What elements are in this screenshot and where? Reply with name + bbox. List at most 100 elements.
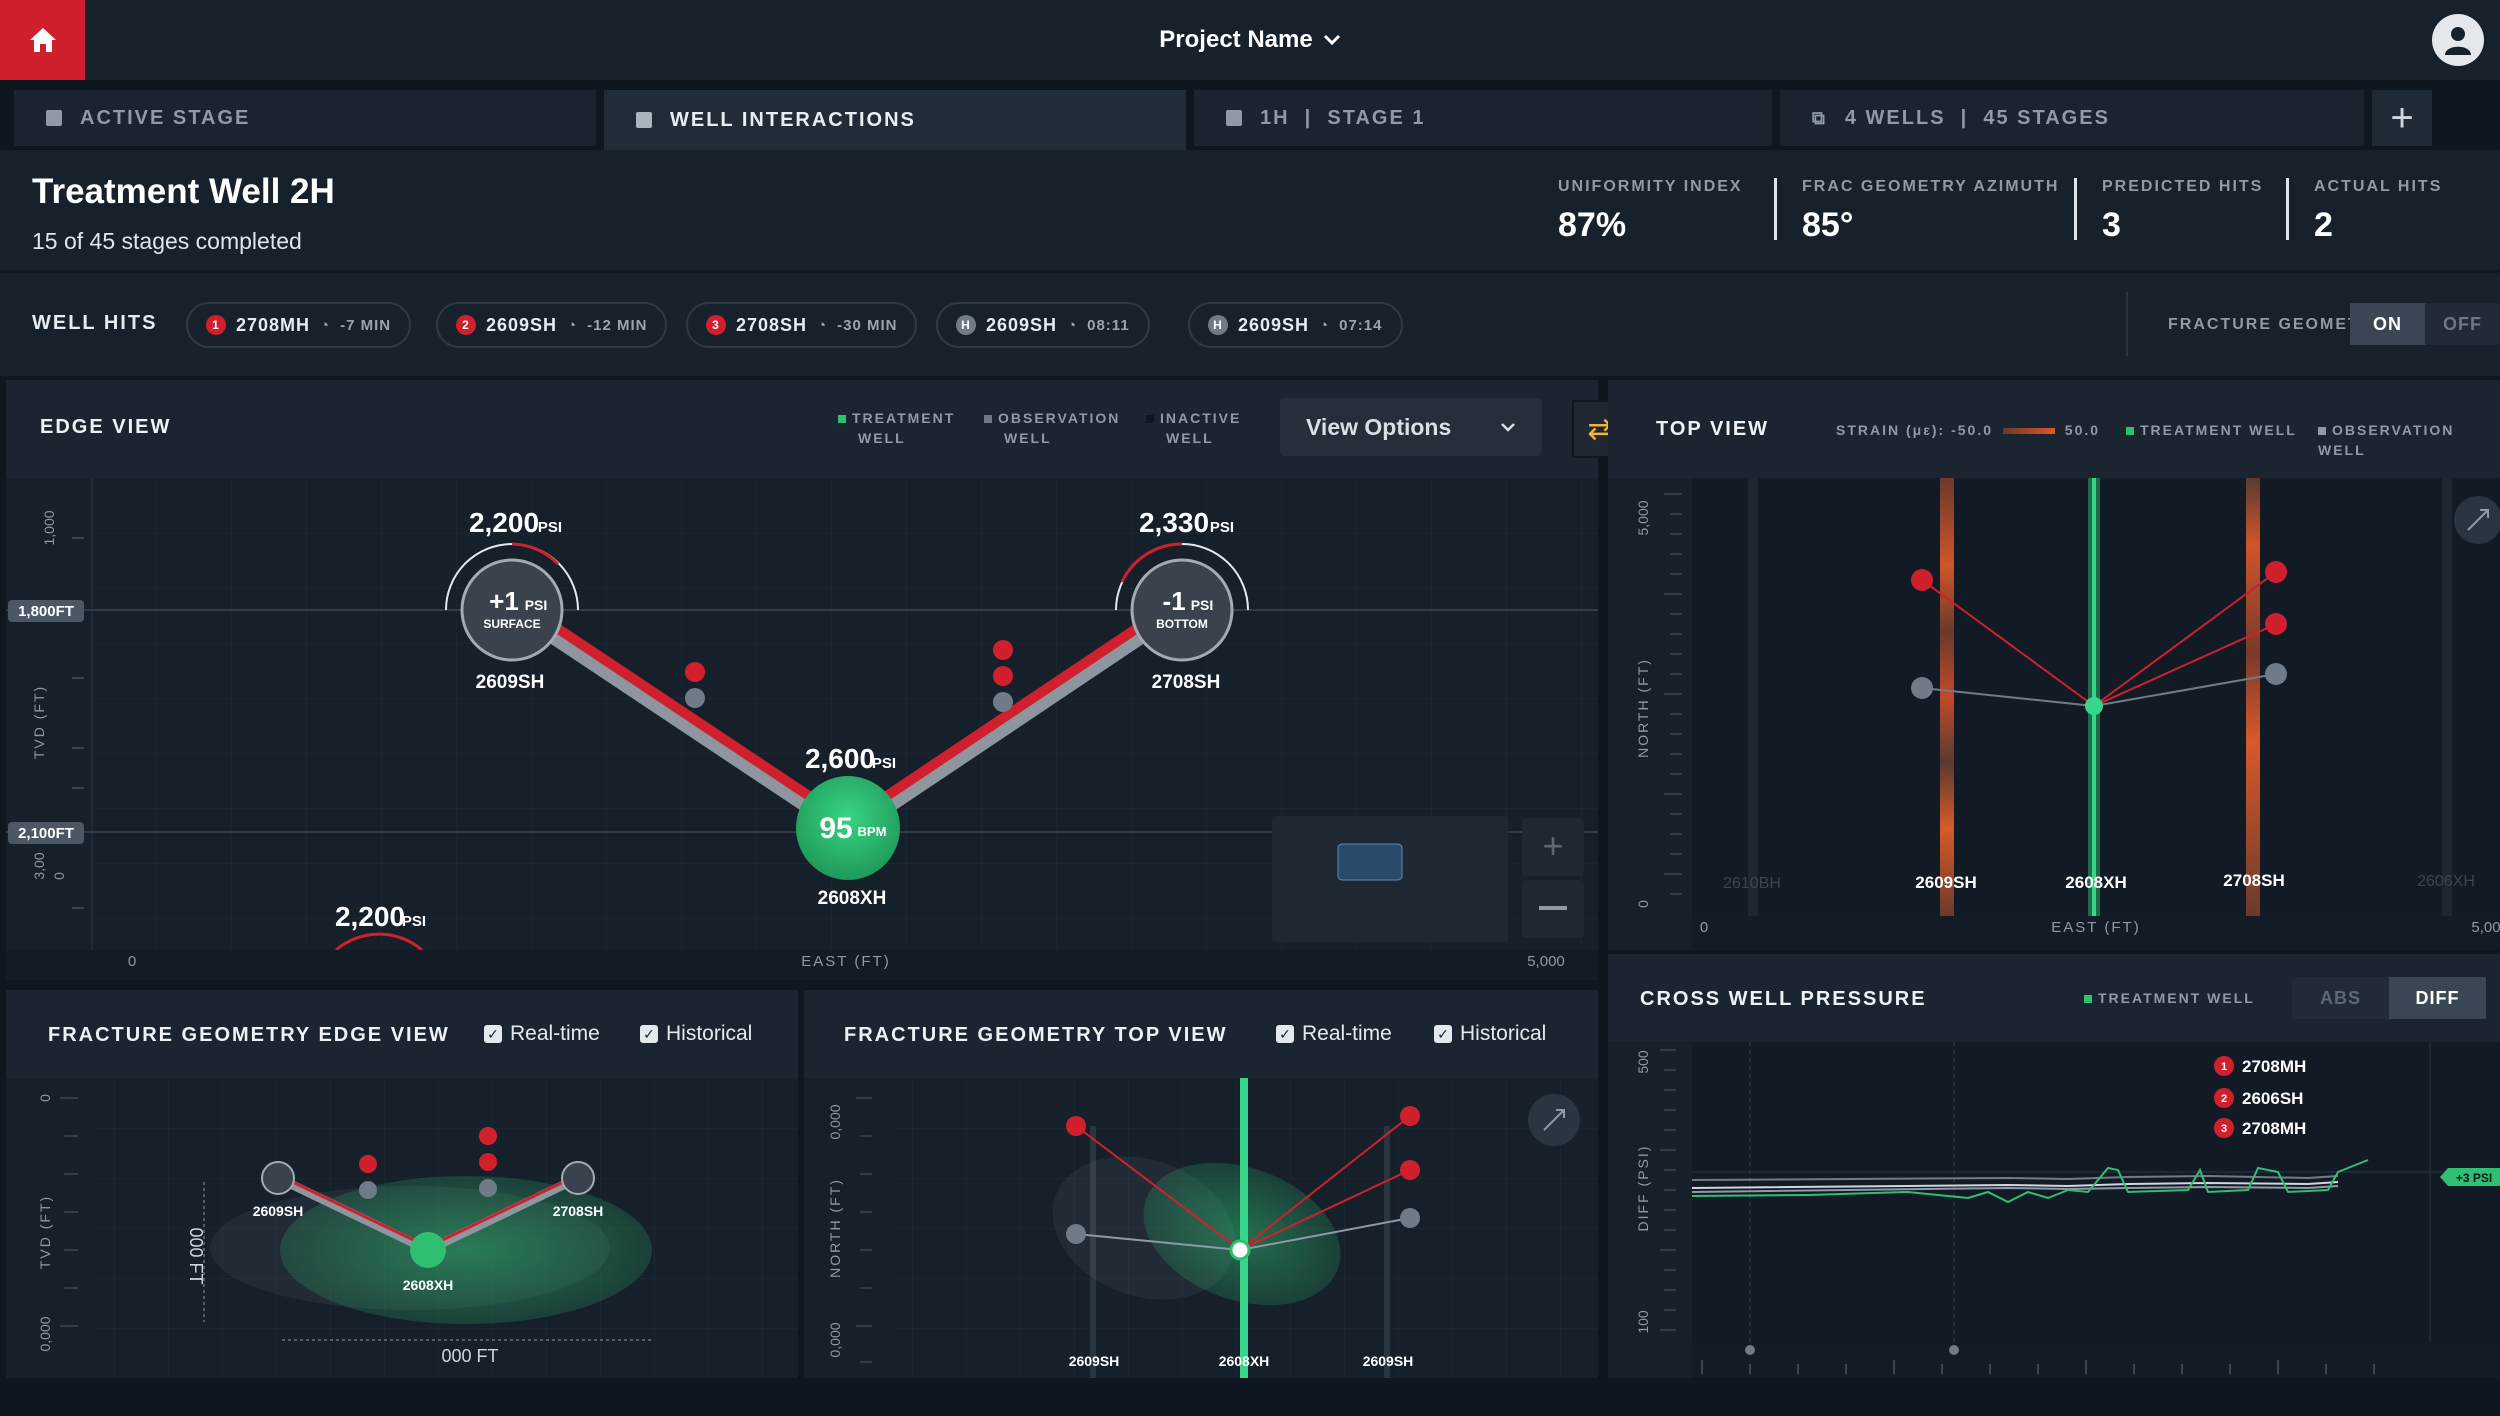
well-label: 2609SH <box>253 1203 304 1219</box>
y-axis-label: NORTH (FT) <box>1635 658 1651 758</box>
frac-edge-title: FRACTURE GEOMETRY EDGE VIEW <box>48 1024 450 1046</box>
legend-swatch <box>2084 995 2092 1003</box>
user-avatar-button[interactable] <box>2432 14 2484 66</box>
plus-icon: + <box>1542 825 1563 866</box>
y-tick-label: 0,000 <box>37 1316 53 1351</box>
historical-checkbox[interactable]: ✓ Historical <box>640 1022 752 1046</box>
y-axis-label: DIFF (PSI) <box>1635 1145 1651 1232</box>
well-hit-pill[interactable]: 1 2708MH ◔ -7 MIN <box>186 302 412 348</box>
series-line <box>1691 1185 2339 1193</box>
hit-time: 07:14 <box>1339 316 1383 334</box>
checkbox-label: Historical <box>1460 1022 1547 1045</box>
top-bar <box>0 0 2500 80</box>
toggle-off[interactable]: OFF <box>2443 313 2482 334</box>
tab-stage[interactable]: 1H | STAGE 1 <box>1194 90 1772 146</box>
checkbox-label: Real-time <box>510 1022 600 1045</box>
x-ticks <box>1701 1360 2375 1374</box>
edge-view-plot: 1,800FT 2,100FT TVD (FT) 1,000 3,00 0 +1… <box>6 478 1598 980</box>
metric-label: PREDICTED HITS <box>2102 178 2264 195</box>
well-strain-2609sh[interactable] <box>1940 478 1954 916</box>
tab-well-interactions[interactable]: WELL INTERACTIONS <box>604 90 1186 150</box>
toggle-abs[interactable]: ABS <box>2319 987 2361 1008</box>
well-node-treatment[interactable] <box>410 1232 446 1268</box>
psi-unit: PSI <box>1191 597 1214 613</box>
well-inactive-2606xh[interactable] <box>2442 478 2452 916</box>
well-node-2609sh[interactable] <box>460 558 564 662</box>
well-node-2708sh[interactable] <box>1130 558 1234 662</box>
series-badge: 3 <box>2221 1123 2227 1135</box>
strain-gradient <box>2002 428 2055 435</box>
fracture-geometry-toggle[interactable]: ON OFF <box>2350 303 2500 345</box>
width-label: 000 FT <box>441 1346 498 1366</box>
view-options-dropdown[interactable]: View Options <box>1280 398 1542 456</box>
well-observation <box>1384 1126 1390 1378</box>
legend-inactive: INACTIVE WELL <box>1146 408 1241 448</box>
tab-square-icon <box>46 110 62 126</box>
toggle-diff[interactable]: DIFF <box>2389 977 2486 1019</box>
divider <box>2126 292 2128 356</box>
psi-unit: PSI <box>538 519 562 536</box>
edge-view-title: EDGE VIEW <box>40 416 172 438</box>
y-ticks <box>1664 493 1682 895</box>
well-label: 2708SH <box>553 1203 604 1219</box>
clock-icon: ◔ <box>817 316 828 334</box>
well-name-label: 2708SH <box>1152 672 1221 693</box>
tab-active-stage[interactable]: ACTIVE STAGE <box>14 90 596 146</box>
legend-text: WELL <box>1166 430 1214 446</box>
depth-tag-label: 2,100FT <box>18 825 74 842</box>
tab-label: 4 WELLS | 45 STAGES <box>1844 106 2110 129</box>
series-badge: 2 <box>2221 1093 2227 1105</box>
y-ticks <box>72 537 84 909</box>
historical-checkbox[interactable]: ✓ Historical <box>1434 1022 1546 1046</box>
well-hit-pill[interactable]: 3 2708SH ◔ -30 MIN <box>686 302 918 348</box>
project-name: Project Name <box>1159 26 1313 53</box>
hit-time: -30 MIN <box>837 316 898 334</box>
series-legend[interactable]: 1 2708MH 2 2606SH 3 2708MH <box>2214 1056 2306 1138</box>
well-node[interactable] <box>561 1161 595 1195</box>
well-hit-pill[interactable]: 2 2609SH ◔ -12 MIN <box>436 302 668 348</box>
series-badge: 1 <box>2221 1061 2227 1073</box>
treatment-series <box>1691 1159 2369 1204</box>
series-name: 2606SH <box>2242 1089 2303 1108</box>
legend-swatch <box>984 415 992 423</box>
minimap-viewport[interactable] <box>1337 843 1403 881</box>
well-psi-label: 2,330 <box>1139 507 1209 538</box>
checkbox-label: Historical <box>666 1022 753 1045</box>
well-label: 2708SH <box>2223 871 2284 890</box>
series-line <box>1691 1181 2339 1189</box>
project-selector[interactable]: Project Name <box>1000 0 1500 80</box>
well-hit-pill[interactable]: H 2609SH ◔ 08:11 <box>936 302 1150 348</box>
abs-diff-toggle[interactable]: ABS DIFF <box>2292 977 2486 1019</box>
series-name: 2708MH <box>2242 1119 2306 1138</box>
legend-swatch <box>2318 427 2326 435</box>
series-line <box>1691 1174 2339 1181</box>
hit-name: 2708SH <box>736 314 808 335</box>
well-node-2608xh[interactable] <box>796 776 900 880</box>
legend-swatch <box>1146 415 1154 423</box>
home-button[interactable] <box>0 0 85 80</box>
y-ticks <box>856 1097 872 1363</box>
realtime-checkbox[interactable]: ✓ Real-time <box>484 1022 600 1046</box>
toggle-on[interactable]: ON <box>2350 303 2425 345</box>
add-tab-button[interactable]: + <box>2372 90 2432 146</box>
y-tick-label: 3,00 <box>31 852 47 879</box>
frac-top-title: FRACTURE GEOMETRY TOP VIEW <box>844 1024 1228 1046</box>
tab-wells-stages[interactable]: ⧉ 4 WELLS | 45 STAGES <box>1780 90 2364 146</box>
well-inactive-2610bh[interactable] <box>1748 478 1758 916</box>
frac-lines-red <box>1075 1115 1411 1251</box>
well-strain-2708sh[interactable] <box>2246 478 2260 916</box>
y-tick-label: 500 <box>1635 1050 1651 1074</box>
zoom-in-button[interactable] <box>1522 818 1584 876</box>
well-psi-label: 2,600 <box>805 743 875 774</box>
hit-badge: 3 <box>706 315 726 335</box>
y-tick-label: 0,000 <box>827 1104 843 1139</box>
top-view-title: TOP VIEW <box>1656 418 1770 440</box>
tab-label: 1H | STAGE 1 <box>1260 106 1426 129</box>
well-name-label: 2609SH <box>476 672 545 693</box>
divider <box>2286 178 2289 240</box>
realtime-checkbox[interactable]: ✓ Real-time <box>1276 1022 1392 1046</box>
well-hit-pill[interactable]: H 2609SH ◔ 07:14 <box>1188 302 1403 348</box>
well-psi-label: 2,200 <box>335 901 405 932</box>
x-axis-label: EAST (FT) <box>2051 919 2140 936</box>
well-node[interactable] <box>261 1161 295 1195</box>
